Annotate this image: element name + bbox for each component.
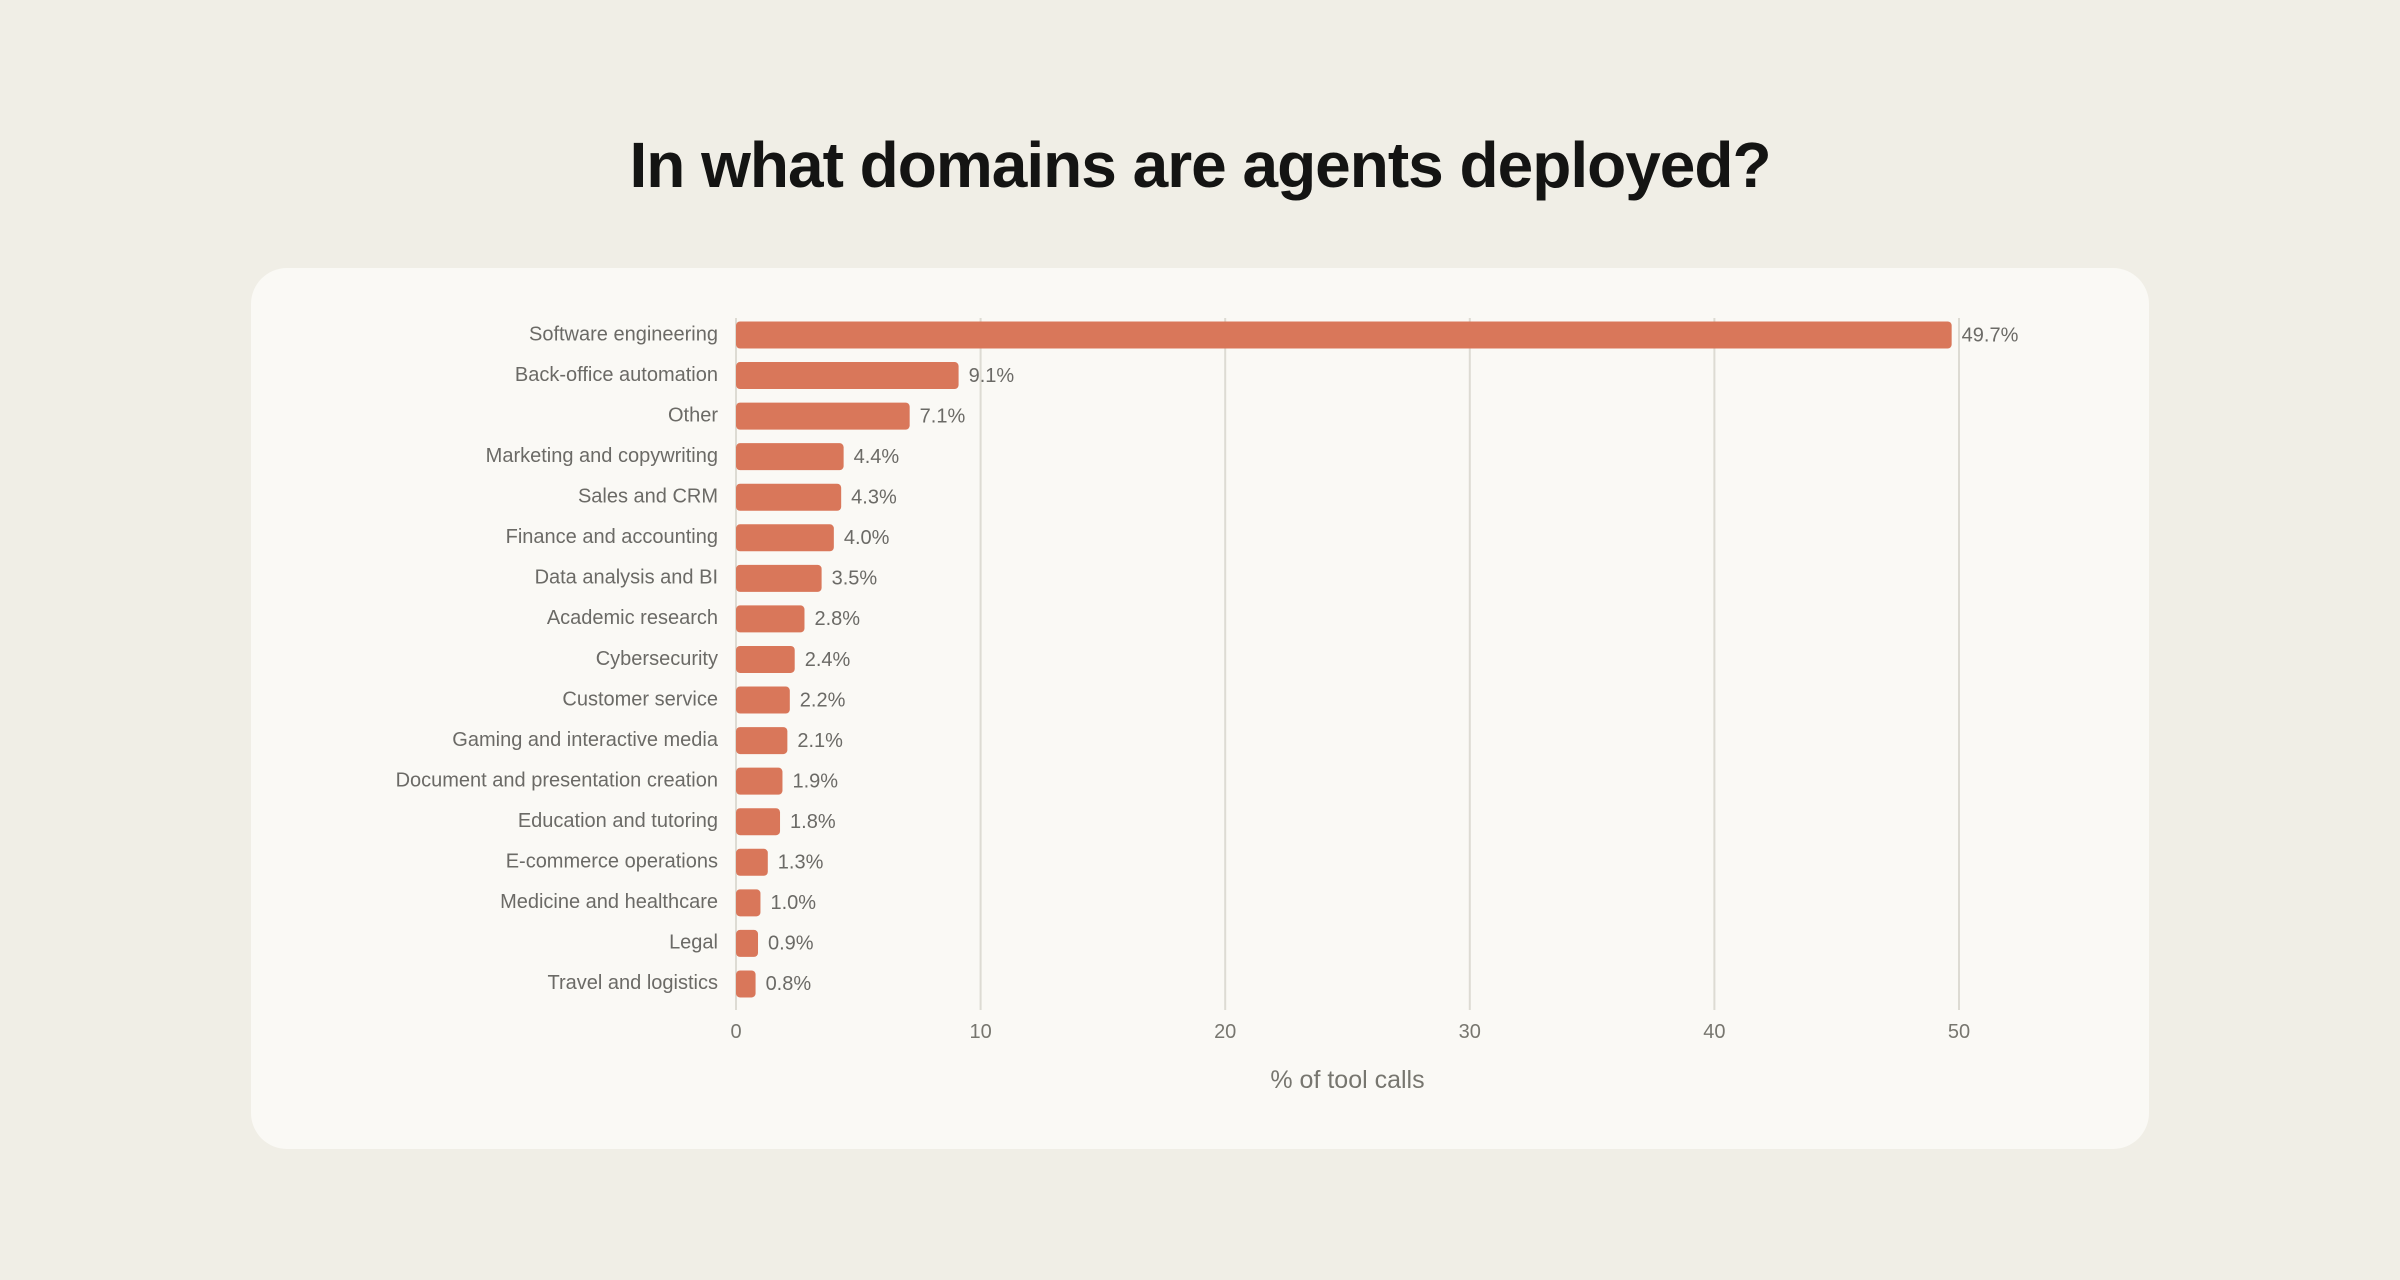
x-tick-label: 30 [1459,1021,1481,1043]
bar [736,524,834,552]
bar [736,362,959,390]
data-label: 0.8% [766,973,812,995]
data-label: 0.9% [768,933,814,955]
category-label: Academic research [547,607,718,629]
data-label: 4.0% [844,527,890,549]
data-label: 2.8% [814,608,860,630]
bar [736,402,910,430]
x-tick-label: 20 [1214,1021,1236,1043]
data-label: 1.8% [790,811,836,833]
bar [736,727,788,755]
category-label: Legal [669,932,718,954]
data-label: 49.7% [1962,324,2019,346]
category-label: Travel and logistics [548,972,718,994]
x-tick-label: 10 [969,1021,991,1043]
category-label: Finance and accounting [506,526,718,548]
data-label: 7.1% [920,405,966,427]
category-label: Medicine and healthcare [500,891,718,913]
bar [736,686,790,714]
x-tick-label: 0 [730,1021,741,1043]
category-label: Gaming and interactive media [452,729,719,751]
x-axis-title: % of tool calls [1270,1066,1424,1094]
x-tick-label: 40 [1703,1021,1725,1043]
category-label: Data analysis and BI [535,567,718,589]
data-label: 1.0% [770,892,816,914]
category-label: Customer service [562,688,718,710]
category-label: E-commerce operations [506,851,718,873]
bar [736,929,759,957]
bar [736,605,805,633]
data-label: 2.2% [800,689,846,711]
bar [736,848,768,876]
bar [736,767,783,795]
category-label: Other [668,404,718,426]
category-label: Document and presentation creation [396,769,718,791]
category-label: Cybersecurity [596,648,718,670]
bar [736,808,781,836]
data-label: 4.4% [854,446,900,468]
category-label: Back-office automation [515,364,718,386]
chart-card [251,268,2149,1149]
bar [736,564,822,592]
bar [736,483,842,511]
category-label: Sales and CRM [578,486,718,508]
data-label: 1.9% [792,770,838,792]
data-label: 2.1% [797,730,843,752]
data-label: 2.4% [805,649,851,671]
bar [736,321,1952,349]
data-label: 1.3% [778,852,824,874]
bar [736,443,844,471]
bar [736,889,761,917]
data-label: 9.1% [969,365,1015,387]
category-label: Marketing and copywriting [486,445,718,467]
data-label: 4.3% [851,487,897,509]
category-label: Software engineering [529,323,718,345]
data-label: 3.5% [832,568,878,590]
bar [736,645,795,673]
category-label: Education and tutoring [518,810,718,832]
chart-title: In what domains are agents deployed? [629,129,1771,201]
x-tick-label: 50 [1948,1021,1970,1043]
bar [736,970,756,998]
